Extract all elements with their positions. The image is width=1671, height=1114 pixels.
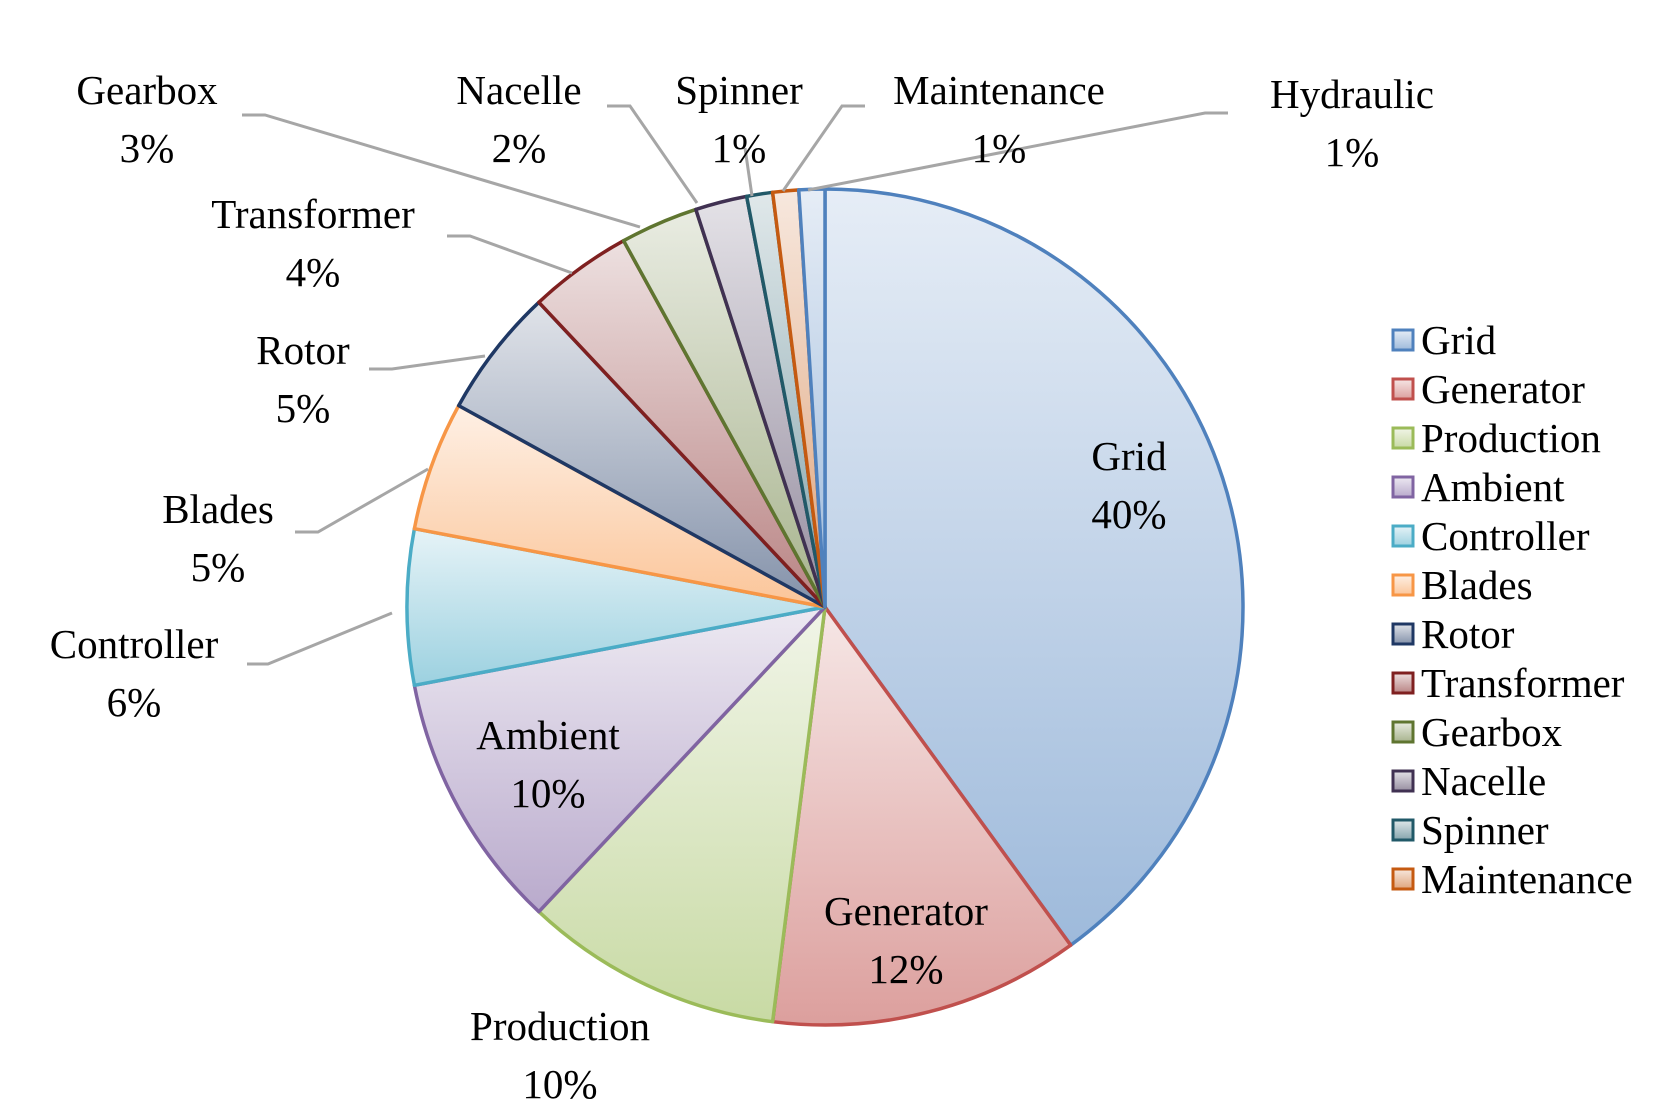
legend-label-ambient: Ambient (1421, 464, 1565, 510)
leader-line-nacelle (607, 104, 699, 204)
slice-controller (405, 526, 827, 688)
slice-value-spinner: 1% (712, 125, 767, 171)
slice-label-generator: Generator (824, 888, 988, 934)
legend-swatch-controller (1391, 524, 1415, 548)
slice-label-nacelle: Nacelle (456, 67, 581, 113)
legend-label-transformer: Transformer (1421, 660, 1625, 706)
legend-label-grid: Grid (1421, 317, 1496, 363)
legend-label-spinner: Spinner (1421, 807, 1549, 853)
slice-value-rotor: 5% (276, 385, 331, 431)
slice-generator (770, 605, 1073, 1027)
legend-swatch-spinner (1391, 818, 1415, 842)
pie-slices (405, 187, 1245, 1027)
legend-label-production: Production (1421, 415, 1601, 461)
leader-line-rotor (369, 354, 486, 371)
slice-value-maintenance: 1% (972, 125, 1027, 171)
slice-value-controller: 6% (107, 679, 162, 725)
legend-swatch-transformer (1391, 671, 1415, 695)
slice-label-gearbox: Gearbox (76, 67, 217, 113)
slice-value-hydraulic: 1% (1325, 129, 1380, 175)
legend-label-gearbox: Gearbox (1421, 709, 1562, 755)
slice-label-blades: Blades (162, 486, 274, 532)
slice-value-production: 10% (522, 1061, 597, 1107)
slice-value-blades: 5% (191, 544, 246, 590)
legend-swatch-gearbox (1391, 720, 1415, 744)
legend-swatch-generator (1391, 377, 1415, 401)
slice-label-spinner: Spinner (675, 67, 803, 113)
leader-line-hydraulic (807, 111, 1228, 192)
leader-line-blades (295, 467, 429, 534)
slice-production (537, 605, 827, 1024)
legend-label-controller: Controller (1421, 513, 1590, 559)
leader-line-maintenance (781, 104, 865, 192)
slice-value-gearbox: 3% (120, 125, 175, 171)
legend-swatch-blades (1391, 573, 1415, 597)
slice-label-transformer: Transformer (211, 191, 415, 237)
slice-grid (823, 187, 1245, 947)
slice-value-nacelle: 2% (492, 125, 547, 171)
leader-lines (242, 104, 1228, 666)
slice-ambient (412, 605, 827, 914)
legend-label-generator: Generator (1421, 366, 1585, 412)
leader-line-spinner (743, 147, 754, 197)
slice-label-maintenance: Maintenance (893, 67, 1105, 113)
leader-line-gearbox (242, 113, 641, 229)
legend-label-maintenance: Maintenance (1421, 856, 1633, 902)
slice-label-controller: Controller (50, 621, 219, 667)
slice-value-transformer: 4% (286, 249, 341, 295)
leader-line-transformer (447, 234, 573, 275)
legend-swatch-rotor (1391, 622, 1415, 646)
legend-label-blades: Blades (1421, 562, 1533, 608)
slice-labels: Grid 40% Generator 12% Production 10% Ambient 1… (50, 67, 1434, 1107)
legend-swatch-production (1391, 426, 1415, 450)
slice-label-ambient: Ambient (476, 712, 620, 758)
legend-swatch-maintenance (1391, 867, 1415, 891)
legend-swatch-ambient (1391, 475, 1415, 499)
slice-value-ambient: 10% (510, 770, 585, 816)
slice-value-generator: 12% (868, 946, 943, 992)
slice-label-grid: Grid (1091, 433, 1166, 479)
leader-line-controller (247, 611, 393, 666)
slice-value-grid: 40% (1091, 491, 1166, 537)
legend-swatch-grid (1391, 328, 1415, 352)
legend-label-rotor: Rotor (1421, 611, 1515, 657)
slice-label-hydraulic: Hydraulic (1270, 71, 1434, 117)
legend-label-nacelle: Nacelle (1421, 758, 1546, 804)
legend: GridGeneratorProductionAmbientController… (1391, 317, 1633, 902)
legend-swatch-nacelle (1391, 769, 1415, 793)
slice-label-rotor: Rotor (256, 327, 350, 373)
slice-label-production: Production (470, 1003, 650, 1049)
